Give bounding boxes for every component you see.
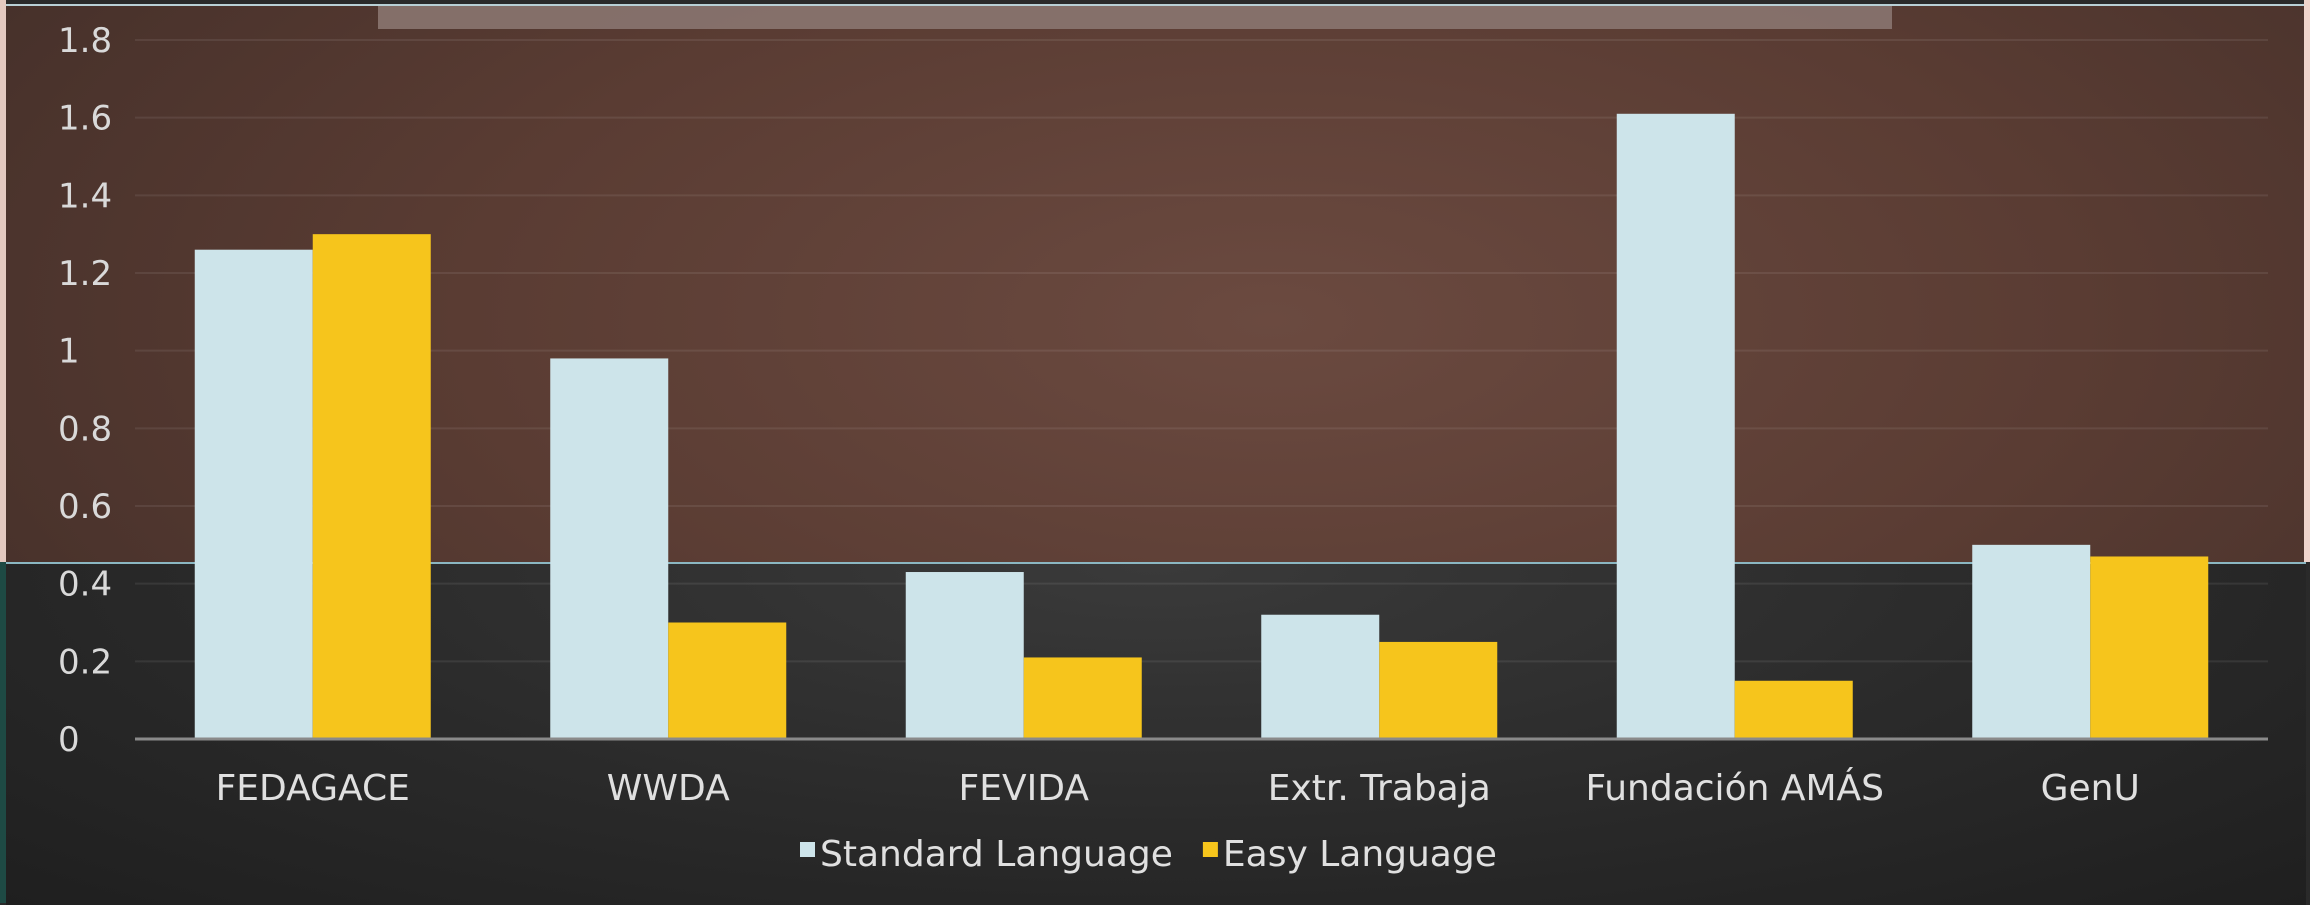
bar-easy: [1023, 657, 1142, 739]
y-tick-label: 1.4: [58, 176, 112, 216]
y-tick-label: 1.2: [58, 254, 112, 294]
y-tick-label: 0.2: [58, 642, 112, 682]
bar-easy: [312, 234, 431, 739]
x-axis: FEDAGACE WWDA FEVIDA Extr. Trabaja Fundación…: [135, 737, 2268, 809]
y-tick-label: 0: [58, 720, 80, 760]
bar-standard: [1972, 544, 2091, 739]
y-tick-label: 1: [58, 332, 80, 372]
bar-standard: [550, 358, 669, 739]
x-category-label: FEDAGACE: [216, 768, 410, 809]
bar-easy: [668, 622, 787, 739]
bar-standard: [194, 249, 313, 739]
x-category-label: Extr. Trabaja: [1268, 768, 1491, 809]
frame-left-edge-dark: [0, 562, 6, 903]
legend-label: Standard Language: [820, 834, 1173, 875]
frame-right-edge: [2304, 0, 2310, 562]
gridlines: [135, 39, 2268, 663]
y-tick-label: 0.6: [58, 487, 112, 527]
frame-left-edge: [0, 0, 6, 903]
y-tick-label: 1.8: [58, 21, 112, 61]
y-axis: 0 0.2 0.4 0.6 0.8 1 1.2 1.4 1.6 1.8: [58, 21, 112, 760]
y-tick-label: 0.4: [58, 565, 112, 605]
bar-easy: [1379, 641, 1498, 739]
y-tick-label: 1.6: [58, 99, 112, 139]
legend-swatch: [1202, 842, 1218, 857]
x-category-label: FEVIDA: [959, 768, 1090, 809]
bar-standard: [1616, 113, 1735, 740]
x-category-label: WWDA: [607, 768, 730, 809]
bar-standard: [1261, 614, 1380, 739]
bar-easy: [2090, 556, 2209, 739]
bar-standard: [905, 572, 1024, 739]
frame-top-line: [0, 4, 2310, 6]
bars: [194, 113, 2209, 740]
x-category-label: GenU: [2041, 768, 2140, 809]
legend-label: Easy Language: [1223, 834, 1497, 875]
x-category-label: Fundación AMÁS: [1585, 767, 1884, 809]
y-tick-label: 0.8: [58, 409, 112, 449]
bar-easy: [1734, 680, 1853, 739]
top-overlay-bar: [378, 6, 1892, 29]
legend-swatch: [800, 842, 815, 857]
legend: Standard Language Easy Language: [800, 834, 1497, 875]
